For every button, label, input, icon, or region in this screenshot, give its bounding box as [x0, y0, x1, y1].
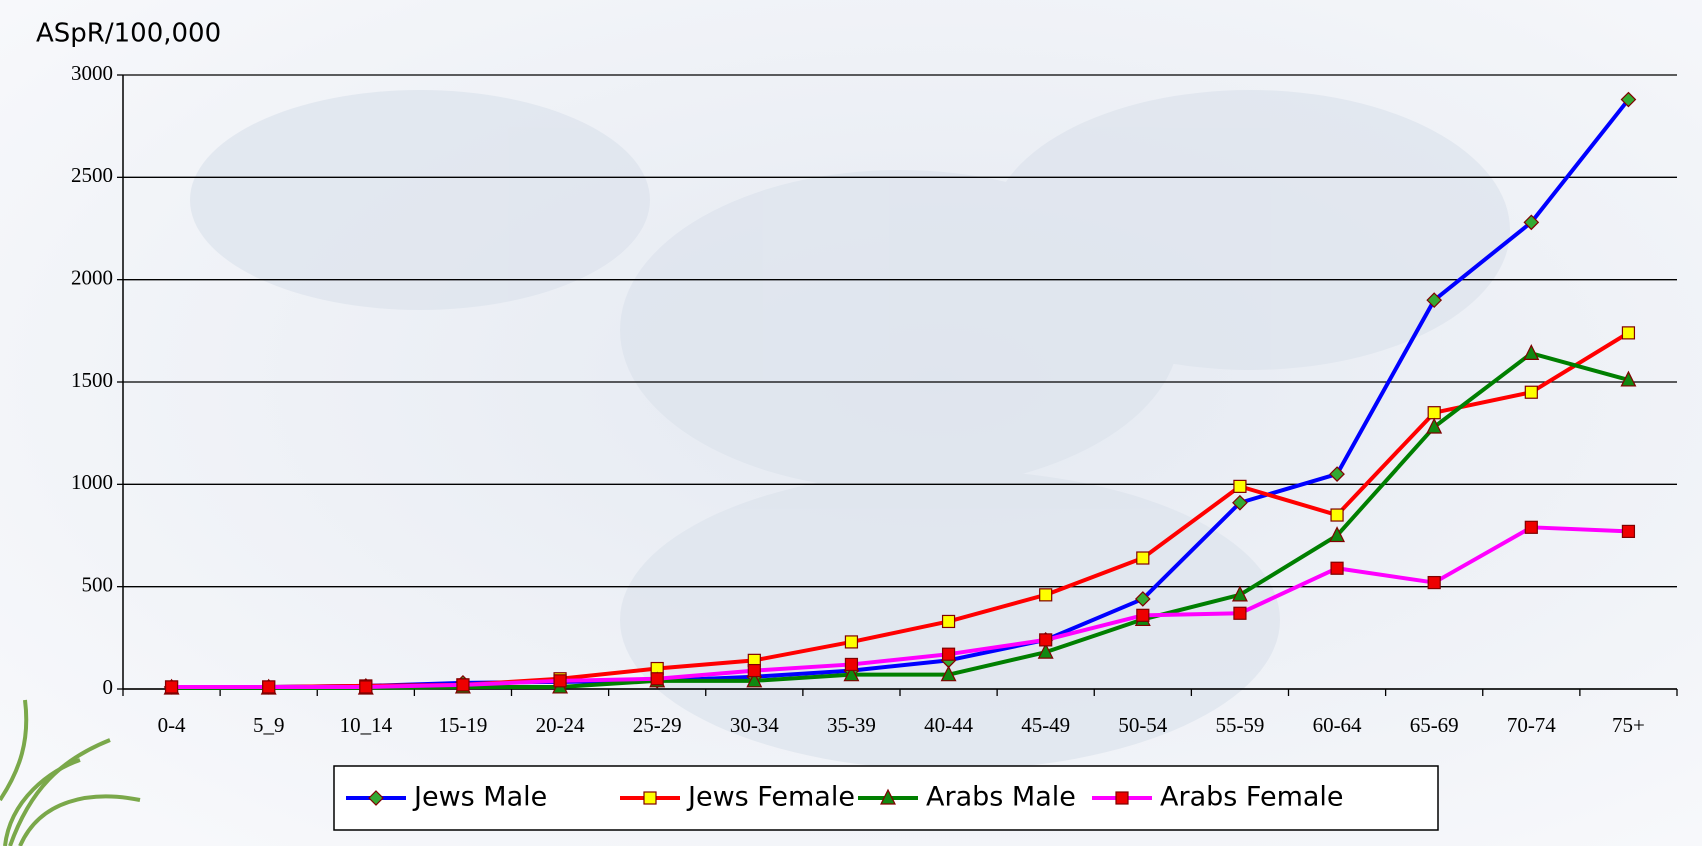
map-decoration	[190, 90, 1510, 770]
legend-label: Arabs Female	[1160, 782, 1344, 813]
point	[746, 671, 763, 688]
y-tick-label: 1500	[71, 368, 113, 392]
point	[1427, 575, 1441, 590]
legend-label: Jews Female	[686, 782, 855, 813]
y-tick-label: 3000	[71, 61, 113, 85]
x-tick-label: 70-74	[1507, 713, 1556, 737]
x-tick-label: 30-34	[730, 713, 779, 737]
point	[359, 680, 373, 694]
point	[456, 678, 470, 692]
x-tick-label: 0-4	[158, 713, 186, 737]
point	[1524, 385, 1538, 399]
point	[747, 663, 761, 678]
x-tick-label: 65-69	[1410, 713, 1459, 737]
point	[1620, 370, 1637, 387]
x-tick-label: 15-19	[438, 713, 487, 737]
x-tick-label: 75+	[1612, 713, 1645, 737]
legend-marker	[880, 788, 896, 805]
legend-marker	[643, 791, 657, 805]
leaf-decoration	[0, 699, 141, 846]
series-line	[171, 525, 1629, 689]
point	[1231, 585, 1248, 602]
point	[1134, 591, 1151, 607]
point	[1329, 526, 1346, 543]
x-tick-label: 55-59	[1215, 713, 1264, 737]
point	[1330, 561, 1344, 575]
point	[941, 614, 956, 629]
y-tick-label: 2000	[71, 265, 113, 289]
legend-marker	[368, 790, 384, 806]
point	[1523, 344, 1540, 360]
point	[553, 674, 567, 688]
y-tick-label: 1000	[71, 470, 113, 494]
legend-label: Jews Male	[412, 782, 547, 813]
point	[941, 647, 956, 661]
point	[1426, 417, 1443, 434]
point	[1524, 520, 1538, 534]
point	[844, 635, 859, 649]
point	[1329, 466, 1345, 482]
point	[1330, 508, 1344, 522]
point	[1136, 551, 1150, 565]
point	[262, 680, 276, 694]
point	[1427, 406, 1441, 420]
x-tick-label: 60-64	[1313, 713, 1362, 737]
point	[1136, 608, 1150, 622]
x-tick-label: 35-39	[827, 713, 876, 737]
point	[1233, 479, 1247, 493]
point	[843, 665, 860, 682]
point	[1039, 633, 1053, 647]
y-tick-label: 0	[103, 675, 114, 699]
x-tick-label: 10_14	[340, 713, 393, 737]
y-axis-title: ASpR/100,000	[36, 19, 221, 49]
x-tick-label: 20-24	[536, 713, 585, 737]
legend-marker	[1115, 791, 1129, 805]
x-tick-label: 45-49	[1021, 713, 1070, 737]
point	[1232, 494, 1248, 511]
point	[1621, 524, 1636, 539]
y-tick-label: 2500	[71, 163, 113, 187]
point	[1233, 606, 1247, 620]
x-tick-label: 50-54	[1118, 713, 1167, 737]
point	[164, 680, 179, 694]
point	[844, 657, 859, 672]
x-tick-label: 40-44	[924, 713, 973, 737]
point	[1037, 642, 1054, 659]
point	[940, 665, 957, 682]
legend-label: Arabs Male	[926, 782, 1076, 813]
point	[1426, 292, 1443, 308]
point	[1620, 91, 1637, 108]
x-tick-label: 5_9	[253, 713, 285, 737]
x-tick-label: 25-29	[633, 713, 682, 737]
point	[1039, 588, 1053, 602]
y-tick-label: 500	[82, 572, 114, 596]
point	[1523, 214, 1540, 231]
point	[650, 672, 664, 686]
point	[1621, 326, 1636, 340]
